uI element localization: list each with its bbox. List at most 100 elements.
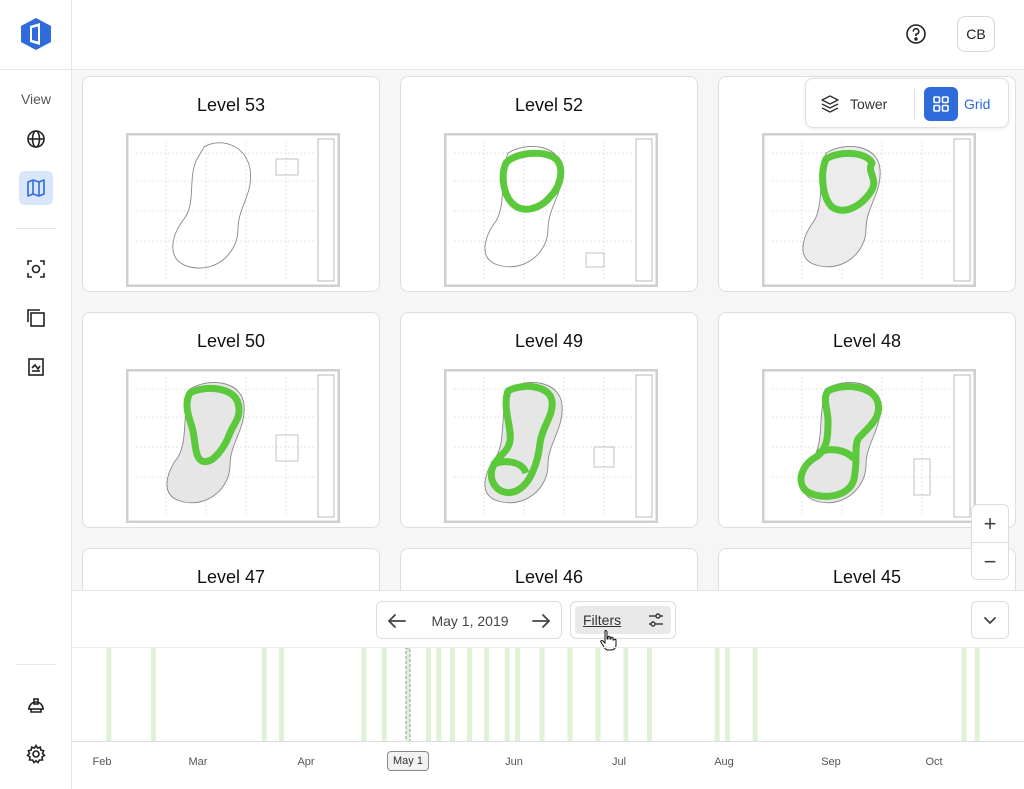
grid-view-button[interactable]: Grid: [924, 87, 1002, 121]
floor-plan-thumbnail: [126, 133, 340, 287]
floor-plan-thumbnail: [444, 369, 658, 523]
floor-plan-thumbnail: [444, 133, 658, 287]
month-label[interactable]: Jun: [505, 756, 523, 768]
timeline-panel: May 1, 2019 Filters Feb Mar Apr May 1 Jun Jul…: [72, 590, 1024, 789]
zoom-divider: [972, 542, 1008, 543]
capture-day-bar[interactable]: [106, 648, 112, 742]
top-header: CB: [72, 0, 1024, 70]
capture-day-bar[interactable]: [467, 648, 472, 742]
capture-day-bar[interactable]: [725, 648, 730, 742]
tower-view-button[interactable]: Tower: [816, 87, 904, 121]
view-toggle: Tower Grid: [805, 78, 1009, 128]
sidebar-divider: [16, 664, 56, 665]
collapse-timeline-button[interactable]: [971, 601, 1009, 639]
sidebar-item-helmet[interactable]: [19, 688, 53, 722]
capture-day-bar[interactable]: [752, 648, 758, 742]
capture-day-bar[interactable]: [484, 648, 490, 742]
capture-day-bar[interactable]: [504, 648, 510, 742]
capture-day-bar[interactable]: [150, 648, 156, 742]
capture-day-bar[interactable]: [426, 648, 431, 742]
capture-day-bar[interactable]: [961, 648, 967, 742]
globe-icon: [27, 130, 45, 148]
level-card[interactable]: Level 45: [718, 548, 1016, 590]
floor-plan-thumbnail: [762, 369, 976, 523]
level-title: Level 50: [196, 331, 266, 351]
sidebar-item-settings[interactable]: [19, 737, 53, 771]
capture-day-bar[interactable]: [714, 648, 720, 742]
capture-bars[interactable]: [72, 648, 1024, 742]
zoom-out-button[interactable]: −: [983, 548, 997, 574]
capture-day-bar[interactable]: [405, 648, 411, 742]
arrow-left-icon[interactable]: [385, 609, 409, 633]
sidebar: View: [0, 0, 72, 789]
zoom-in-button[interactable]: +: [983, 510, 997, 536]
level-card[interactable]: Level 52: [400, 76, 698, 292]
level-card[interactable]: Level 49: [400, 312, 698, 528]
capture-day-bar[interactable]: [567, 648, 573, 742]
capture-day-bar[interactable]: [279, 648, 285, 742]
capture-icon: [27, 260, 45, 278]
timeline-axis: [72, 741, 1024, 742]
sidebar-item-report[interactable]: [19, 350, 53, 384]
month-label[interactable]: Apr: [297, 756, 315, 768]
gear-icon: [26, 744, 46, 764]
level-grid: Level 53 Level 52 Level 51: [72, 70, 1024, 590]
sidebar-item-map[interactable]: [19, 171, 53, 205]
capture-day-bar[interactable]: [450, 648, 455, 742]
grid-view-label: Grid: [964, 96, 991, 112]
capture-day-bar[interactable]: [539, 648, 545, 742]
question-icon[interactable]: [904, 22, 928, 46]
capture-day-bar[interactable]: [974, 648, 980, 742]
filters-button-inner: Filters: [575, 606, 671, 634]
hard-hat-icon: [28, 698, 44, 713]
selected-date-marker[interactable]: [405, 648, 411, 742]
selected-month-label[interactable]: May 1: [387, 751, 429, 771]
toggle-divider: [914, 89, 915, 119]
capture-day-bar[interactable]: [595, 648, 601, 742]
chevron-down-icon: [984, 617, 996, 624]
month-label[interactable]: Feb: [92, 756, 112, 768]
floor-plan-thumbnail: [762, 133, 976, 287]
capture-day-bar[interactable]: [436, 648, 442, 742]
sidebar-item-capture[interactable]: [19, 252, 53, 286]
layers-icon: [821, 95, 839, 113]
date-navigator: May 1, 2019: [376, 601, 562, 639]
sidebar-divider: [0, 69, 72, 70]
level-title: Level 46: [514, 567, 584, 587]
level-title: Level 47: [196, 567, 266, 587]
view-label: View: [20, 91, 52, 107]
level-card[interactable]: Level 48: [718, 312, 1016, 528]
user-avatar[interactable]: CB: [957, 16, 995, 52]
arrow-right-icon[interactable]: [529, 609, 553, 633]
map-icon: [27, 179, 45, 197]
level-title: Level 53: [196, 95, 266, 115]
month-label[interactable]: Aug: [714, 756, 734, 768]
capture-day-bar[interactable]: [623, 648, 629, 742]
capture-day-bar[interactable]: [381, 648, 387, 742]
capture-day-bar[interactable]: [647, 648, 652, 742]
zoom-controls: + −: [971, 504, 1009, 580]
month-label[interactable]: Jul: [611, 756, 627, 768]
month-label[interactable]: Mar: [188, 756, 208, 768]
month-label[interactable]: Sep: [821, 756, 841, 768]
level-card[interactable]: Level 50: [82, 312, 380, 528]
floor-plan-thumbnail: [126, 369, 340, 523]
grid-icon: [924, 87, 958, 121]
level-title: Level 45: [832, 567, 902, 587]
filters-button[interactable]: Filters: [570, 601, 676, 639]
sidebar-divider: [16, 228, 56, 229]
capture-day-bar[interactable]: [361, 648, 367, 742]
tower-view-label: Tower: [850, 96, 888, 112]
level-card[interactable]: Level 53: [82, 76, 380, 292]
level-title: Level 48: [832, 331, 902, 351]
month-label[interactable]: Oct: [925, 756, 943, 768]
capture-day-bar[interactable]: [515, 648, 520, 742]
capture-day-bar[interactable]: [261, 648, 267, 742]
level-card[interactable]: Level 47: [82, 548, 380, 590]
sidebar-item-layers[interactable]: [19, 301, 53, 335]
copy-icon: [27, 309, 45, 327]
sidebar-item-globe[interactable]: [19, 122, 53, 156]
report-icon: [28, 358, 44, 376]
app-logo-icon[interactable]: [18, 16, 54, 52]
level-card[interactable]: Level 46: [400, 548, 698, 590]
